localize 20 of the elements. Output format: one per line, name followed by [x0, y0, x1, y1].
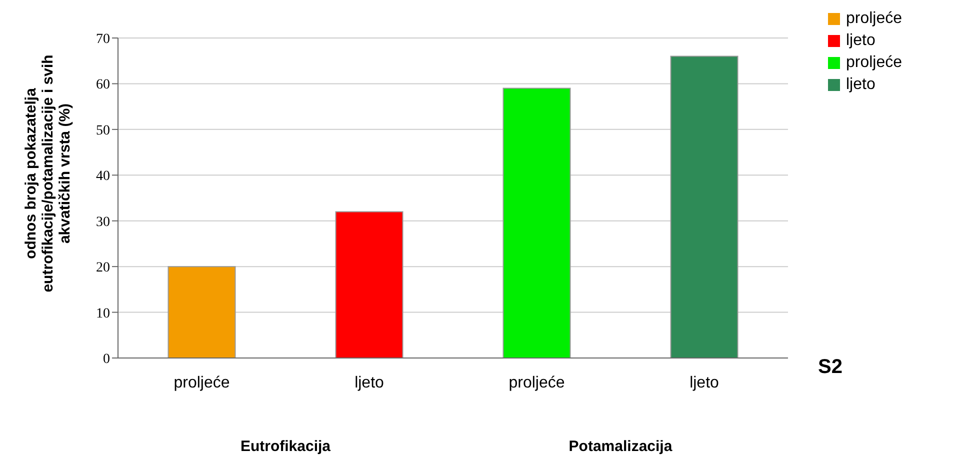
- legend-label: ljeto: [846, 76, 876, 94]
- x-tick-label: ljeto: [690, 374, 720, 392]
- y-tick-label: 70: [96, 32, 110, 47]
- text: S2: [818, 356, 842, 379]
- y-tick-label: 20: [96, 260, 110, 276]
- legend-label: ljeto: [846, 32, 876, 50]
- x-tick-label: proljeće: [174, 374, 230, 392]
- y-tick-label: 30: [96, 214, 110, 230]
- legend-label: proljeće: [846, 10, 902, 28]
- text: Eutrofikacija: [239, 438, 332, 455]
- text: Potamalizacija: [568, 438, 674, 455]
- y-tick-label: 10: [96, 306, 110, 322]
- x-tick-label: ljeto: [354, 374, 384, 392]
- y-tick-label: 0: [103, 352, 110, 367]
- legend-label: proljeće: [846, 54, 902, 72]
- y-tick-label: 60: [96, 78, 110, 93]
- y-axis-title: odnos broja pokazatelja eutrofikacije/potamalizacije i svih akvatičkih vrsta (%): [22, 54, 74, 294]
- y-tick-label: 40: [96, 169, 110, 184]
- y-tick-label: 50: [96, 123, 110, 138]
- x-tick-label: proljeće: [508, 374, 565, 392]
